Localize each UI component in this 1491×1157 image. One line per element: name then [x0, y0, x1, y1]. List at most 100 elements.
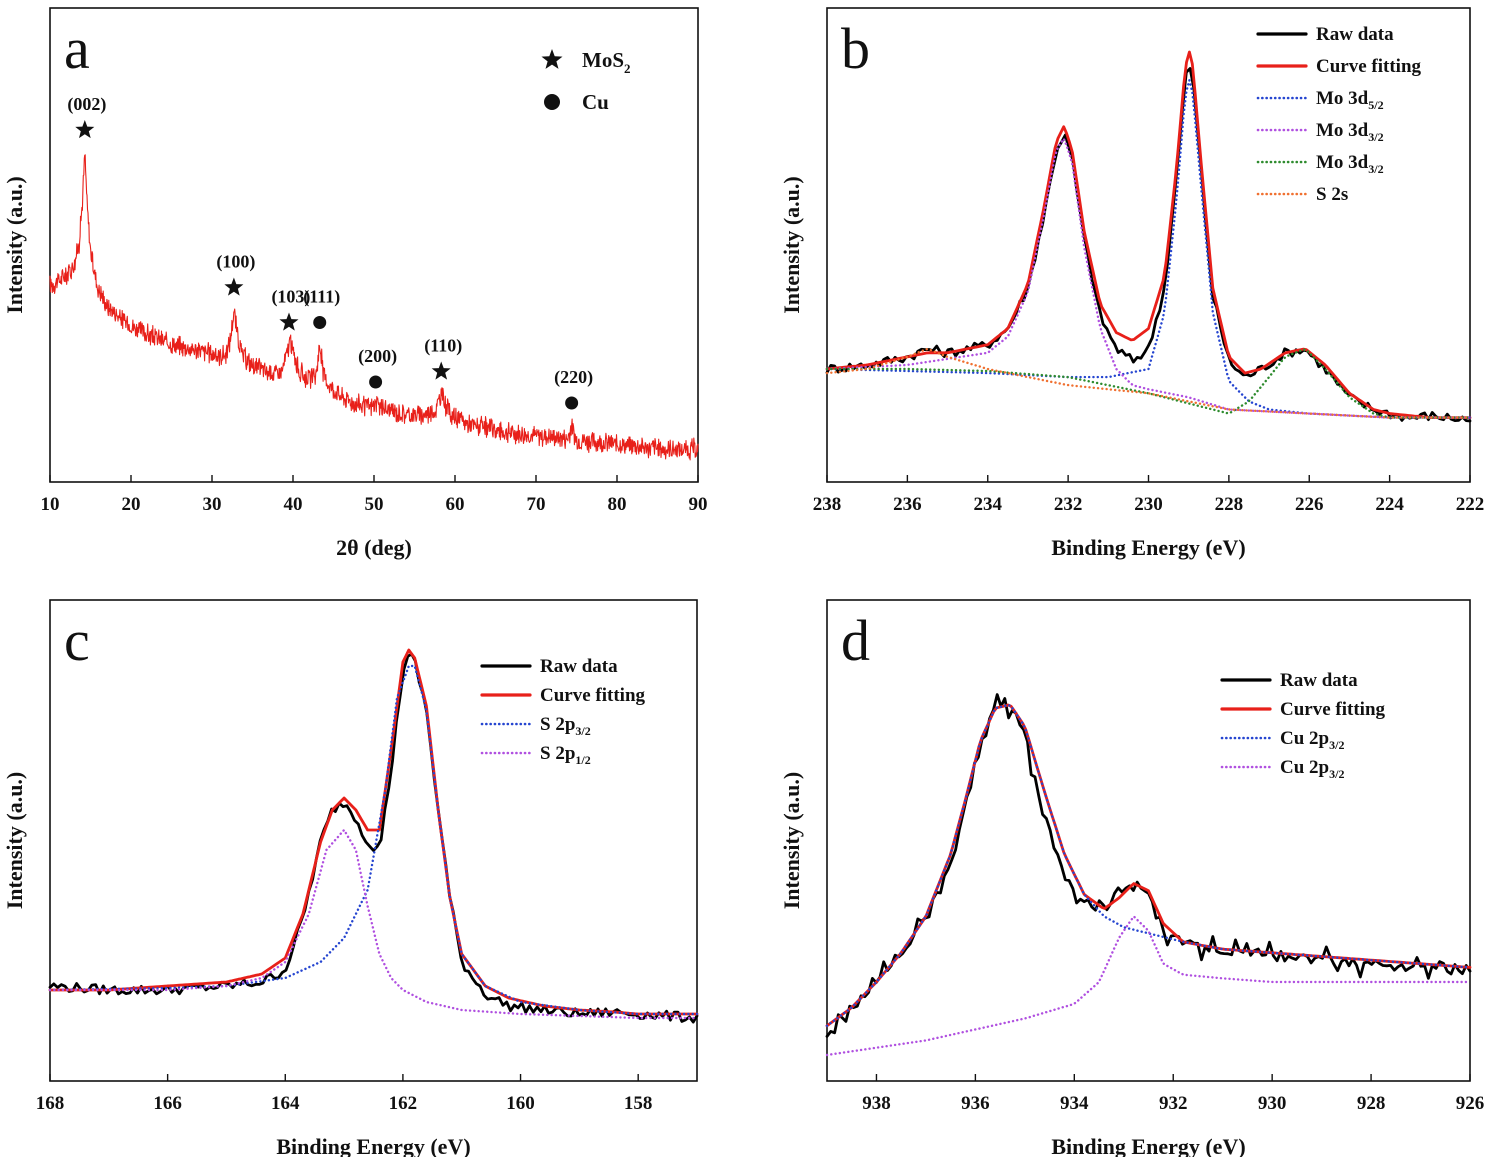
legend-label: Raw data [1280, 670, 1358, 691]
x-tick-label: 226 [1295, 494, 1324, 515]
y-axis-title: Intensity (a.u.) [779, 772, 804, 910]
x-tick-label: 234 [974, 494, 1003, 515]
legend-label: Curve fitting [1280, 699, 1386, 720]
peak-label: (110) [424, 336, 462, 357]
peak-star-marker [224, 277, 244, 296]
legend-label: Cu 2p3/2 [1280, 757, 1344, 781]
peak-label: (002) [67, 94, 106, 115]
peak-label: (220) [554, 367, 593, 388]
peak-label: (200) [358, 346, 397, 367]
x-tick-label: 934 [1060, 1093, 1089, 1114]
legend-label: Cu 2p3/2 [1280, 728, 1344, 752]
legend-label: S 2s [1316, 184, 1348, 205]
legend-label: MoS2 [582, 48, 631, 76]
x-tick-label: 230 [1134, 494, 1163, 515]
x-tick-label: 20 [122, 494, 141, 515]
panel-letter: c [64, 608, 90, 673]
x-axis-title: Binding Energy (eV) [276, 1134, 470, 1157]
peak-label: (103) [271, 287, 310, 308]
x-tick-label: 80 [608, 494, 627, 515]
x-tick-label: 164 [271, 1093, 300, 1114]
x-tick-label: 930 [1258, 1093, 1287, 1114]
series-line-cu-2p3-2 [825, 703, 1472, 1027]
peak-star-marker [75, 120, 95, 139]
x-tick-label: 168 [36, 1093, 65, 1114]
peak-star-marker [431, 361, 451, 380]
panel-c: 168 166 164 162 160 158 Binding Energy (eV) Int… [2, 599, 699, 1157]
legend-label: Raw data [1316, 24, 1394, 45]
series-line-s-2s [825, 348, 1472, 419]
legend-subscript: 3/2 [1368, 162, 1383, 176]
x-axis-title: Binding Energy (eV) [1051, 535, 1245, 560]
legend-label: Curve fitting [1316, 56, 1422, 77]
plot-frame [826, 599, 1471, 1082]
series-line-mo-3d3-2 [825, 348, 1472, 419]
panel-a: 10 20 30 40 50 60 70 80 90 2θ (deg) Intensity (a.u… [2, 7, 708, 560]
legend-star-marker [541, 49, 563, 69]
peak-label: (111) [303, 287, 340, 308]
legend-subscript: 3/2 [1329, 767, 1344, 781]
x-tick-label: 90 [689, 494, 708, 515]
legend-label: Cu [582, 90, 609, 114]
series-line-s-2p3-2 [48, 664, 699, 1016]
legend-subscript: 3/2 [575, 724, 590, 738]
peak-star-marker [279, 312, 299, 331]
x-tick-label: 162 [389, 1093, 418, 1114]
x-tick-label: 232 [1054, 494, 1083, 515]
x-axis-title: 2θ (deg) [336, 535, 412, 560]
x-tick-label: 228 [1215, 494, 1244, 515]
series-line-xrd [49, 154, 699, 461]
x-tick-label: 238 [813, 494, 842, 515]
panel-b: 238 236 234 232 230 228 226 224 222 Binding Energ… [779, 7, 1484, 560]
peak-circle-marker [369, 375, 383, 389]
legend-label: S 2p3/2 [540, 714, 591, 738]
series-line-cu-2p3-2 [825, 915, 1472, 1057]
x-tick-label: 30 [203, 494, 222, 515]
series-line-s-2p1-2 [48, 828, 699, 1020]
x-tick-label: 160 [506, 1093, 535, 1114]
panel-d: 938 936 934 932 930 928 926 Binding Energy (eV)… [779, 599, 1485, 1157]
series-line-mo-3d3-2 [825, 137, 1472, 419]
legend-subscript: 3/2 [1368, 130, 1383, 144]
legend-subscript: 5/2 [1368, 98, 1383, 112]
x-tick-label: 10 [41, 494, 60, 515]
legend-label: Curve fitting [540, 685, 646, 706]
legend-subscript: 2 [624, 61, 631, 76]
y-axis-title: Intensity (a.u.) [2, 772, 27, 910]
series-line-raw-data [48, 652, 699, 1024]
x-tick-label: 926 [1456, 1093, 1485, 1114]
series-line-curve-fitting [825, 703, 1472, 1028]
x-tick-label: 224 [1375, 494, 1404, 515]
legend-label: Raw data [540, 656, 618, 677]
series-line-raw-data [825, 693, 1472, 1038]
peak-label: (100) [216, 252, 255, 273]
x-tick-label: 70 [527, 494, 546, 515]
series-line-curve-fitting [825, 50, 1472, 419]
x-tick-label: 928 [1357, 1093, 1386, 1114]
x-tick-label: 932 [1159, 1093, 1188, 1114]
x-axis-title: Binding Energy (eV) [1051, 1134, 1245, 1157]
x-tick-label: 50 [365, 494, 384, 515]
peak-circle-marker [313, 316, 327, 329]
y-axis-title: Intensity (a.u.) [779, 176, 804, 314]
peak-circle-marker [565, 396, 579, 410]
legend-label: Mo 3d3/2 [1316, 120, 1384, 144]
x-tick-label: 158 [624, 1093, 653, 1114]
x-tick-label: 938 [862, 1093, 891, 1114]
x-tick-label: 60 [446, 494, 465, 515]
panel-letter: a [64, 16, 90, 81]
legend-label: Mo 3d3/2 [1316, 152, 1384, 176]
x-tick-label: 236 [893, 494, 922, 515]
panel-letter: d [841, 608, 870, 673]
legend-subscript: 1/2 [575, 753, 590, 767]
x-tick-label: 936 [961, 1093, 990, 1114]
legend-subscript: 3/2 [1329, 738, 1344, 752]
panel-letter: b [841, 16, 870, 81]
x-tick-label: 40 [284, 494, 303, 515]
x-tick-label: 166 [153, 1093, 182, 1114]
y-axis-title: Intensity (a.u.) [2, 176, 27, 314]
legend-label: S 2p1/2 [540, 743, 591, 767]
legend-label: Mo 3d5/2 [1316, 88, 1384, 112]
legend-circle-marker [544, 94, 560, 110]
